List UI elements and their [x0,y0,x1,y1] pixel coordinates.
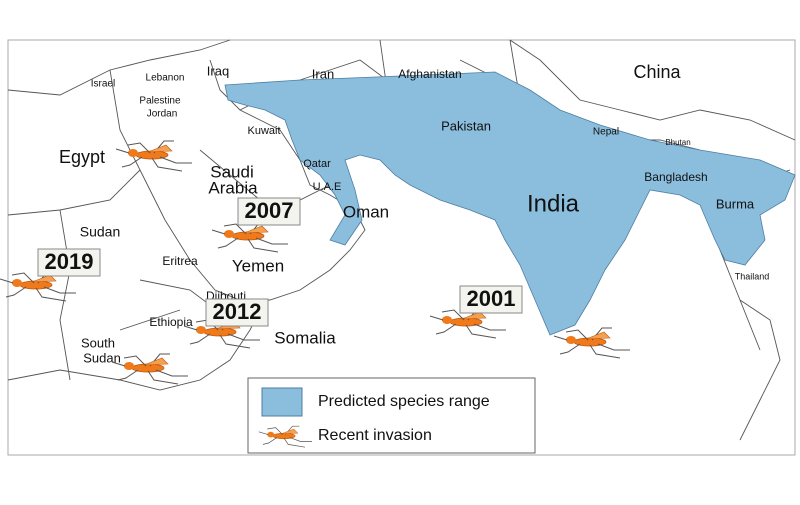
country-label: Lebanon [146,73,185,84]
country-label: Oman [343,202,389,221]
country-label: Sudan [83,350,121,365]
invasion-year: 2012 [213,299,262,324]
country-label: Burma [716,196,755,211]
country-label: Iran [312,66,334,81]
country-label: China [633,62,681,82]
invasion-year: 2019 [45,249,94,274]
country-label: South [81,335,115,350]
country-label: Thailand [735,271,770,281]
country-label: Somalia [274,328,336,347]
country-label: Kuwait [247,125,280,137]
country-label: India [527,190,580,217]
country-label: Israel [91,79,115,90]
country-label: Egypt [59,147,105,167]
country-label: Jordan [147,109,178,120]
country-label: Palestine [139,96,181,107]
invasion-year: 2007 [245,198,294,223]
year-box [205,298,269,327]
legend-range-label: Predicted species range [318,393,490,410]
year-box [37,248,101,277]
country-label: Yemen [232,256,284,275]
country-label: Saudi [210,162,253,181]
species-range [224,71,796,336]
legend-range-swatch [261,387,303,417]
legend-invasion-label: Recent invasion [318,427,432,444]
country-label: Sudan [80,224,120,240]
legend: Predicted species range Recent invasion [247,377,536,454]
invasion-year: 2001 [467,286,516,311]
country-label: Bangladesh [644,170,707,184]
country-label: Afghanistan [398,67,461,81]
country-label: U.A.E [313,181,342,193]
country-label: Nepal [593,127,619,138]
country-label: Ethiopia [149,315,193,329]
year-box [459,285,523,314]
country-label: Eritrea [162,254,198,268]
country-label: Arabia [208,178,258,197]
year-box [237,197,301,226]
country-label: Pakistan [441,118,491,133]
country-label: Iraq [207,63,229,78]
country-label: Qatar [303,158,331,170]
country-label: Bhutan [665,138,690,147]
